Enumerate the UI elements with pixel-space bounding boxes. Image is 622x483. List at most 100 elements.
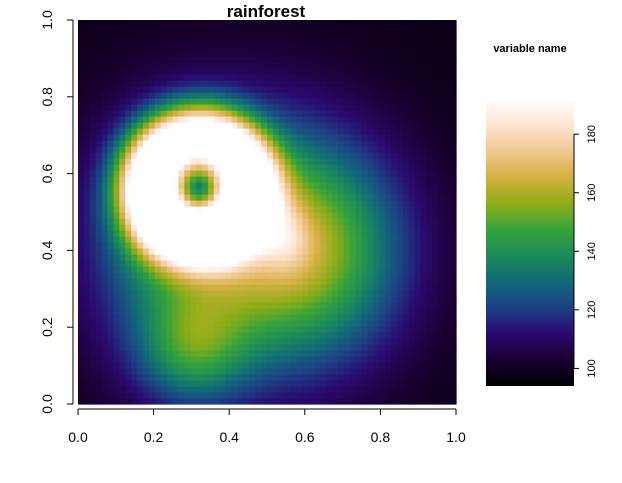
heat-cell bbox=[137, 86, 144, 93]
heat-cell bbox=[142, 332, 150, 339]
heat-cell bbox=[89, 62, 97, 69]
heat-cell bbox=[426, 374, 433, 381]
heat-cell bbox=[408, 332, 416, 339]
heat-cell bbox=[107, 368, 115, 375]
heat-cell bbox=[219, 242, 227, 249]
heat-cell bbox=[142, 158, 150, 165]
heat-cell bbox=[172, 356, 180, 363]
heat-cell bbox=[331, 32, 339, 39]
heat-cell bbox=[202, 374, 209, 381]
heat-cell bbox=[337, 68, 345, 75]
heat-cell bbox=[154, 182, 162, 189]
heat-cell bbox=[101, 140, 109, 147]
heat-cell bbox=[89, 92, 97, 99]
heat-cell bbox=[261, 200, 268, 207]
heat-cell bbox=[225, 32, 233, 39]
heat-cell bbox=[219, 284, 227, 291]
heat-cell bbox=[243, 332, 250, 339]
heat-cell bbox=[184, 212, 191, 219]
heat-cell bbox=[290, 266, 298, 273]
heat-cell bbox=[243, 68, 250, 75]
heat-cell bbox=[160, 182, 168, 189]
heat-cell bbox=[119, 116, 126, 123]
heat-cell bbox=[207, 206, 215, 213]
heat-cell bbox=[331, 86, 339, 93]
colorbar-tick-label: 120 bbox=[586, 301, 598, 319]
heat-cell bbox=[225, 272, 233, 279]
heat-cell bbox=[190, 104, 197, 111]
heat-cell bbox=[379, 326, 386, 333]
heat-cell bbox=[337, 302, 345, 309]
heat-cell bbox=[119, 20, 126, 27]
heat-cell bbox=[267, 104, 274, 111]
heat-cell bbox=[385, 224, 392, 231]
heat-cell bbox=[349, 188, 357, 195]
heat-cell bbox=[355, 212, 363, 219]
heat-cell bbox=[284, 26, 292, 33]
heat-cell bbox=[154, 44, 162, 51]
heat-cell bbox=[219, 218, 227, 225]
heat-cell bbox=[296, 248, 304, 255]
heat-cell bbox=[207, 338, 215, 345]
heat-cell bbox=[184, 380, 191, 387]
heat-cell bbox=[284, 200, 292, 207]
heat-cell bbox=[261, 242, 268, 249]
heat-cell bbox=[148, 32, 156, 39]
heat-cell bbox=[142, 386, 150, 393]
heat-cell bbox=[207, 74, 215, 81]
heat-cell bbox=[272, 392, 280, 399]
heat-cell bbox=[154, 62, 162, 69]
heat-cell bbox=[255, 260, 262, 267]
heat-cell bbox=[402, 386, 410, 393]
heat-cell bbox=[426, 398, 433, 405]
heat-cell bbox=[95, 374, 103, 381]
heat-cell bbox=[101, 368, 109, 375]
heat-cell bbox=[231, 152, 239, 159]
heat-cell bbox=[414, 380, 422, 387]
heat-cell bbox=[89, 176, 97, 183]
heat-cell bbox=[89, 44, 97, 51]
heat-cell bbox=[331, 392, 339, 399]
heat-cell bbox=[225, 320, 233, 327]
heat-cell bbox=[184, 260, 191, 267]
heat-cell bbox=[219, 362, 227, 369]
heat-cell bbox=[142, 290, 150, 297]
heat-cell bbox=[125, 140, 132, 147]
heat-cell bbox=[237, 320, 244, 327]
heat-cell bbox=[361, 398, 369, 405]
heat-cell bbox=[207, 368, 215, 375]
heat-cell bbox=[396, 206, 404, 213]
heat-cell bbox=[414, 392, 422, 399]
heat-cell bbox=[178, 308, 185, 315]
heat-cell bbox=[414, 362, 422, 369]
heat-cell bbox=[349, 308, 357, 315]
heat-cell bbox=[237, 236, 244, 243]
heat-cell bbox=[385, 326, 392, 333]
heat-cell bbox=[148, 182, 156, 189]
heat-cell bbox=[284, 86, 292, 93]
heat-cell bbox=[125, 68, 132, 75]
heat-cell bbox=[379, 32, 386, 39]
heat-cell bbox=[237, 248, 244, 255]
heat-cell bbox=[391, 56, 398, 63]
heat-cell bbox=[178, 284, 185, 291]
heat-cell bbox=[243, 152, 250, 159]
heat-cell bbox=[190, 350, 197, 357]
heat-cell bbox=[107, 284, 115, 291]
heat-cell bbox=[172, 230, 180, 237]
heat-cell bbox=[137, 242, 144, 249]
heat-cell bbox=[125, 212, 132, 219]
heat-cell bbox=[320, 50, 327, 57]
heat-cell bbox=[243, 188, 250, 195]
heat-cell bbox=[95, 254, 103, 261]
heat-cell bbox=[326, 194, 333, 201]
heat-cell bbox=[101, 284, 109, 291]
heat-cell bbox=[231, 194, 239, 201]
heat-cell bbox=[231, 236, 239, 243]
heat-cell bbox=[444, 332, 451, 339]
heat-cell bbox=[243, 308, 250, 315]
heat-cell bbox=[373, 128, 380, 135]
heat-cell bbox=[243, 374, 250, 381]
heat-cell bbox=[408, 38, 416, 45]
heat-cell bbox=[385, 20, 392, 27]
